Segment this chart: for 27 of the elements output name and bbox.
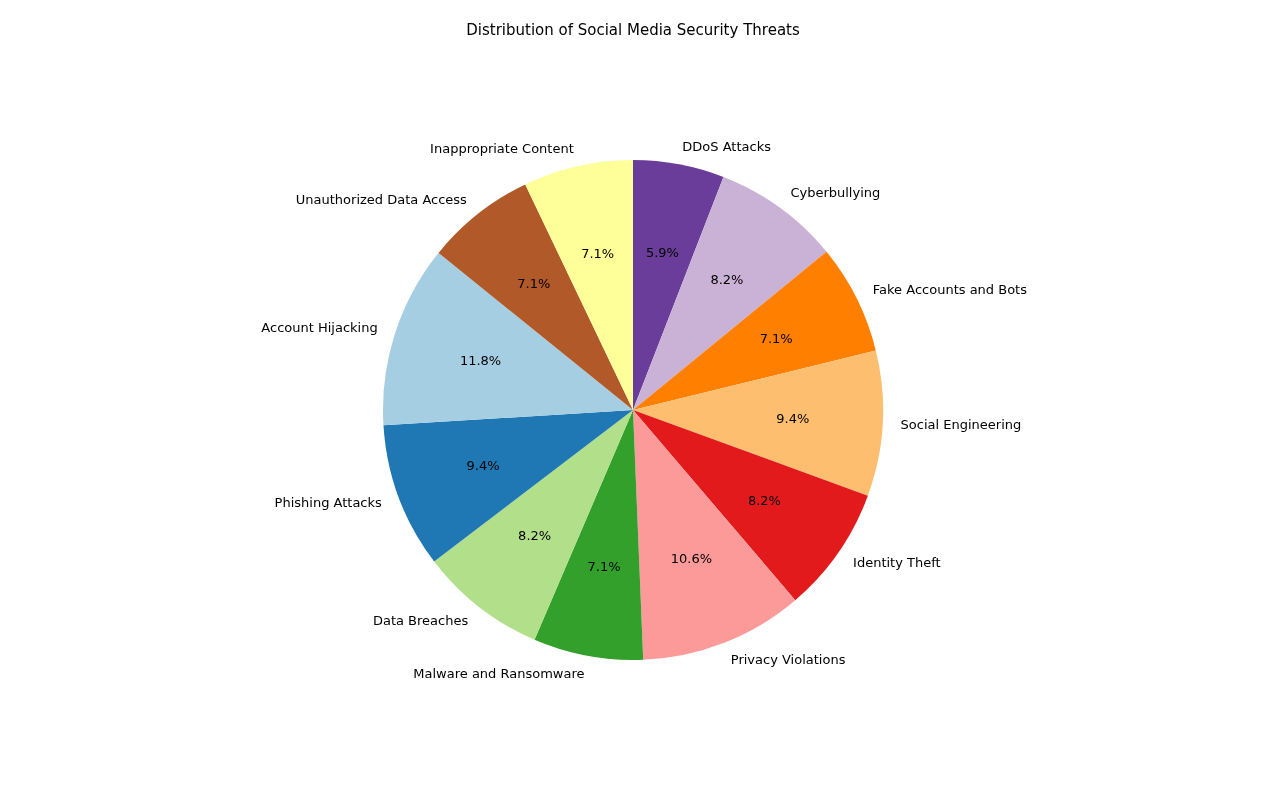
slice-label: Identity Theft: [853, 554, 941, 570]
slice-label: Social Engineering: [900, 416, 1022, 432]
chart-title: Distribution of Social Media Security Threats: [466, 21, 800, 39]
data-label: 7.1%: [581, 245, 615, 261]
data-label: 10.6%: [670, 550, 713, 566]
data-label: 7.1%: [759, 330, 793, 346]
slice-label: Phishing Attacks: [274, 495, 383, 511]
slice-label: DDoS Attacks: [682, 138, 772, 154]
data-label: 11.8%: [459, 353, 502, 369]
slice-label: Unauthorized Data Access: [295, 191, 468, 207]
data-label: 8.2%: [747, 493, 781, 509]
slice-label: Data Breaches: [372, 613, 469, 629]
data-label: 5.9%: [645, 244, 679, 260]
slice-label: Privacy Violations: [730, 651, 846, 667]
data-label: 8.2%: [518, 528, 552, 544]
slice-label: Fake Accounts and Bots: [872, 282, 1028, 298]
slice-label: Cyberbullying: [790, 185, 881, 201]
data-label: 9.4%: [466, 457, 500, 473]
data-label: 8.2%: [710, 272, 744, 288]
pie-slice: [633, 350, 883, 496]
slice-label: Malware and Ransomware: [413, 665, 585, 681]
slice-label: Account Hijacking: [261, 320, 378, 336]
slice-label: Inappropriate Content: [430, 140, 574, 156]
data-label: 9.4%: [776, 410, 810, 426]
pie-slice: [383, 410, 633, 562]
data-label: 7.1%: [517, 276, 551, 292]
data-label: 7.1%: [587, 559, 621, 575]
